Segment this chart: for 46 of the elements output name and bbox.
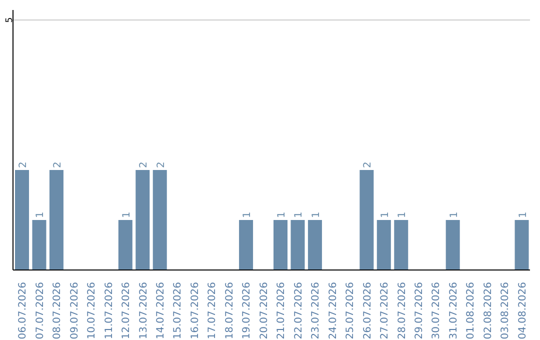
x-tick-label: 09.07.2026: [69, 282, 80, 340]
x-tick-label: 28.07.2026: [396, 282, 408, 340]
x-tick-label: 15.07.2026: [172, 282, 184, 340]
x-tick-label: 03.08.2026: [500, 282, 512, 340]
y-tick-label: 5: [5, 17, 15, 23]
x-tick-label: 17.07.2026: [207, 282, 218, 340]
x-tick-label: 01.08.2026: [466, 282, 477, 340]
x-tick-label: 13.07.2026: [138, 282, 150, 340]
x-tick-label: 14.07.2026: [155, 282, 166, 340]
x-tick-label: 11.07.2026: [104, 282, 115, 340]
x-tick-label: 04.08.2026: [517, 282, 528, 340]
x-tick-label: 30.07.2026: [431, 282, 442, 340]
x-tick-label: 02.08.2026: [482, 282, 494, 340]
x-tick-label: 23.07.2026: [310, 282, 322, 340]
data-label: 1: [518, 212, 529, 218]
x-tick-label: 25.07.2026: [345, 282, 356, 340]
data-label: 2: [18, 162, 29, 168]
x-tick-label: 07.07.2026: [34, 282, 46, 340]
x-tick-label: 21.07.2026: [276, 282, 288, 340]
data-label: 1: [397, 212, 408, 218]
data-label: 2: [362, 162, 374, 168]
data-label: 1: [294, 212, 305, 218]
x-tick-label: 16.07.2026: [190, 282, 201, 340]
x-tick-label: 10.07.2026: [86, 282, 98, 340]
data-label: 1: [448, 212, 460, 218]
data-label: 2: [52, 162, 64, 168]
data-label: 1: [380, 212, 391, 218]
data-label: 1: [121, 212, 132, 218]
x-tick-label: 29.07.2026: [414, 282, 425, 340]
x-tick-label: 12.07.2026: [121, 282, 132, 340]
x-tick-label: 18.07.2026: [224, 282, 236, 340]
x-tick-label: 27.07.2026: [380, 282, 391, 340]
x-tick-label: 26.07.2026: [362, 282, 374, 340]
x-tick-label: 24.07.2026: [328, 282, 339, 340]
data-label: 1: [276, 212, 288, 218]
x-tick-label: 06.07.2026: [18, 282, 29, 340]
x-tick-label: 08.07.2026: [52, 282, 64, 340]
x-tick-label: 19.07.2026: [242, 282, 253, 340]
data-label: 1: [310, 212, 322, 218]
data-label: 1: [35, 212, 46, 218]
data-label: 1: [242, 212, 254, 218]
x-tick-label: 20.07.2026: [258, 282, 270, 340]
x-tick-label: 31.07.2026: [448, 282, 460, 340]
data-label: 2: [156, 162, 167, 168]
x-tick-label: 22.07.2026: [293, 282, 304, 340]
data-label: 2: [138, 162, 150, 168]
